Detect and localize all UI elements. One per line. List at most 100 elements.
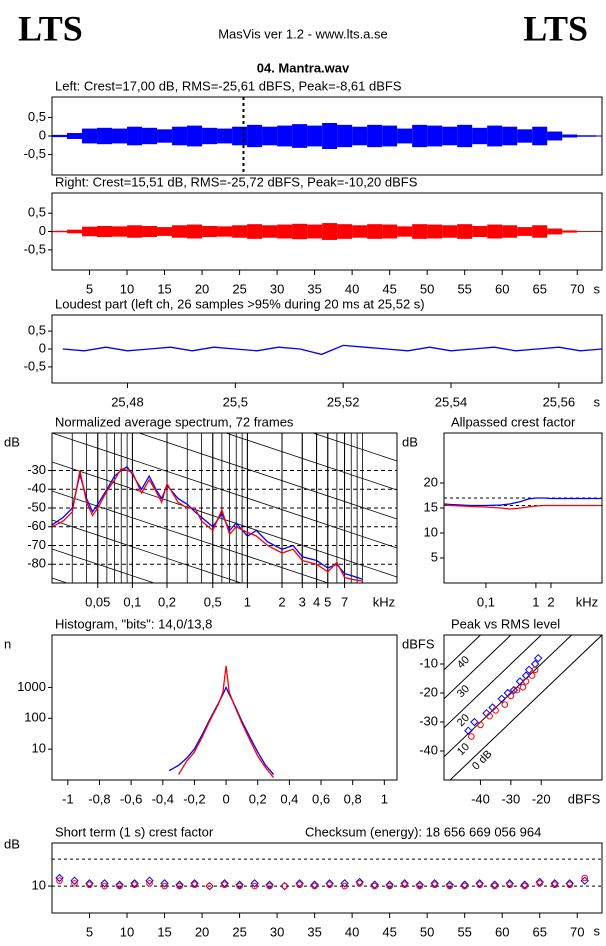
- point: [311, 882, 318, 890]
- point: [416, 882, 423, 890]
- y-tick-label: 100: [24, 710, 46, 725]
- plot-area: [52, 97, 602, 175]
- amplitude-envelope: [112, 226, 128, 237]
- point: [206, 882, 213, 890]
- x-tick-label: 10: [120, 281, 134, 296]
- point: [86, 881, 93, 889]
- y-axis-label: dB: [4, 836, 20, 851]
- amplitude-envelope: [472, 127, 488, 145]
- plot-area: [52, 433, 397, 867]
- x-tick-label: 70: [570, 924, 584, 939]
- point: [415, 880, 424, 889]
- x-tick-label: 0,05: [85, 594, 110, 609]
- point: [356, 880, 363, 887]
- point: [70, 876, 79, 885]
- plot-frame: [443, 634, 603, 781]
- point: [520, 880, 529, 889]
- amplitude-envelope: [142, 127, 158, 145]
- y-tick-label: 5: [431, 549, 438, 564]
- amplitude-envelope: [322, 123, 338, 149]
- point: [130, 879, 139, 888]
- point: [430, 879, 439, 888]
- x-tick-label: -1: [62, 791, 74, 806]
- point: [250, 879, 259, 888]
- x-tick-label: -0,6: [120, 791, 142, 806]
- slope-line: [137, 433, 397, 520]
- crest-line: [444, 635, 512, 700]
- amplitude-envelope: [412, 224, 428, 239]
- series-line: [444, 504, 601, 510]
- y-tick-label: -40: [27, 481, 46, 496]
- point: [265, 880, 274, 889]
- y-axis-label: dB: [402, 434, 418, 449]
- series-line: [178, 665, 275, 779]
- point: [533, 653, 543, 663]
- amplitude-envelope: [502, 225, 518, 238]
- amplitude-envelope: [277, 125, 293, 147]
- crest-line: [444, 635, 542, 729]
- amplitude-envelope: [562, 230, 578, 233]
- y-tick-label: -30: [419, 713, 438, 728]
- point: [507, 692, 515, 700]
- y-tick-label: 10: [424, 524, 438, 539]
- series-line: [168, 685, 275, 776]
- point: [492, 707, 499, 714]
- x-tick-label: 30: [270, 924, 284, 939]
- series-line: [52, 465, 363, 580]
- point: [85, 879, 94, 888]
- amplitude-envelope: [547, 228, 563, 235]
- x-tick-label: 5: [324, 594, 331, 609]
- point: [476, 881, 483, 889]
- amplitude-envelope: [247, 124, 263, 148]
- series-line: [52, 467, 363, 582]
- amplitude-envelope: [397, 128, 413, 144]
- slope-line: [311, 433, 397, 462]
- x-tick-label: 0,1: [123, 594, 141, 609]
- crest-line: [444, 635, 482, 671]
- amplitude-envelope: [382, 125, 398, 147]
- y-tick-label: -0,5: [24, 241, 46, 256]
- x-tick-label: 60: [495, 281, 509, 296]
- x-tick-label: -40: [471, 791, 490, 806]
- amplitude-envelope: [67, 133, 83, 139]
- x-tick-label: 5: [86, 281, 93, 296]
- x-axis-label: s: [594, 923, 601, 938]
- point: [515, 677, 525, 686]
- y-tick-label: -50: [27, 499, 46, 514]
- amplitude-envelope: [577, 231, 593, 232]
- chart-title: Loudest part (left ch, 26 samples >95% d…: [55, 296, 425, 311]
- point: [581, 874, 589, 882]
- point: [175, 880, 184, 889]
- amplitude-envelope: [472, 226, 488, 237]
- amplitude-envelope: [187, 224, 203, 239]
- slope-line: [52, 433, 397, 549]
- amplitude-envelope: [442, 225, 458, 238]
- slope-line: [52, 548, 156, 583]
- point: [281, 882, 288, 890]
- x-axis-label: s: [594, 394, 601, 409]
- plot-area: [444, 497, 602, 510]
- x-tick-label: 25: [232, 281, 246, 296]
- app-name: MasVis ver 1.2 - www.lts.a.se: [218, 26, 388, 41]
- point: [475, 879, 484, 888]
- point: [115, 880, 124, 889]
- x-tick-label: -30: [501, 791, 520, 806]
- plot-frame: [51, 842, 603, 914]
- amplitude-envelope: [247, 224, 263, 239]
- slope-line: [52, 752, 397, 867]
- x-tick-label: 55: [457, 281, 471, 296]
- point: [371, 882, 378, 890]
- x-tick-label: 25,52: [327, 394, 360, 409]
- x-tick-label: 1: [244, 594, 251, 609]
- x-tick-label: 0,4: [280, 791, 298, 806]
- point: [326, 881, 333, 889]
- point: [431, 881, 438, 889]
- amplitude-envelope: [532, 126, 548, 146]
- x-tick-label: 35: [307, 924, 321, 939]
- amplitude-envelope: [262, 225, 278, 238]
- x-tick-label: 2: [547, 594, 554, 609]
- x-tick-label: 45: [382, 281, 396, 296]
- amplitude-envelope: [82, 128, 98, 144]
- point: [468, 733, 475, 740]
- x-tick-label: 30: [270, 281, 284, 296]
